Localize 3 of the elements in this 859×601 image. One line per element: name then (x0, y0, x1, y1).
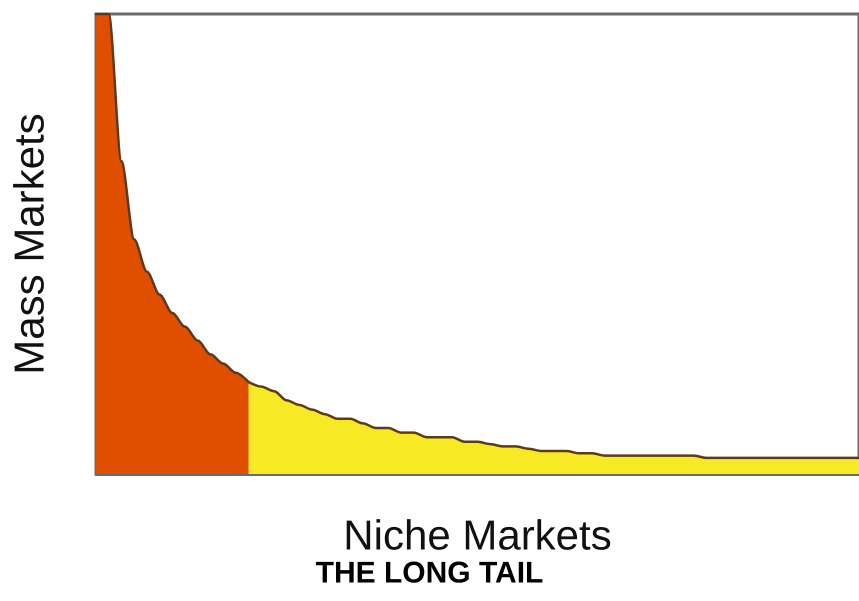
text: THE LONG TAIL (316, 556, 544, 590)
x-axis-title: Niche Markets (343, 512, 612, 558)
y-axis-title: Mass Markets (6, 113, 52, 375)
